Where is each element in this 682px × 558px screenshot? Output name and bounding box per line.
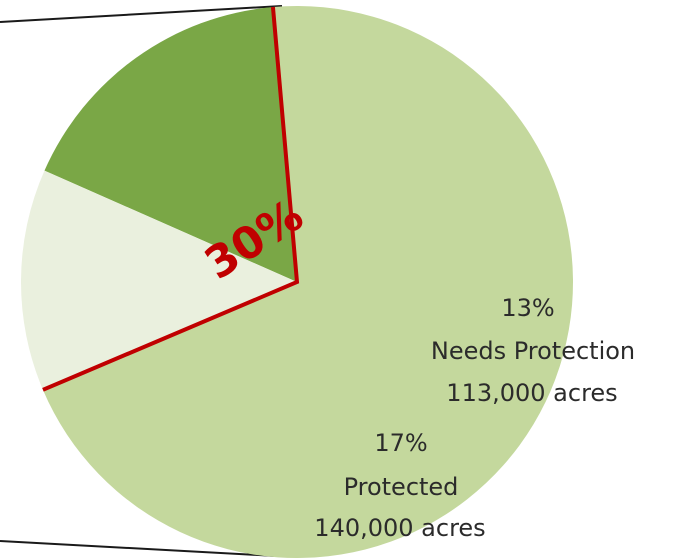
pie-slice-remaining [42, 6, 573, 558]
highlight-outline [42, 6, 300, 392]
protected-percent-label: 17% [374, 429, 427, 457]
needs-protection-name-label: Needs Protection [431, 337, 635, 365]
pie-slice-needs-protection [20, 170, 297, 390]
needs-protection-percent-label: 13% [501, 294, 554, 322]
protected-name-label: Protected [344, 473, 459, 501]
connector-line-bottom [0, 540, 277, 557]
pie-slice-protected [44, 7, 297, 283]
connector-line-top [0, 5, 283, 23]
protected-acres-label: 140,000 acres [314, 514, 485, 542]
pie-slices [20, 6, 573, 558]
needs-protection-acres-label: 113,000 acres [446, 379, 617, 407]
